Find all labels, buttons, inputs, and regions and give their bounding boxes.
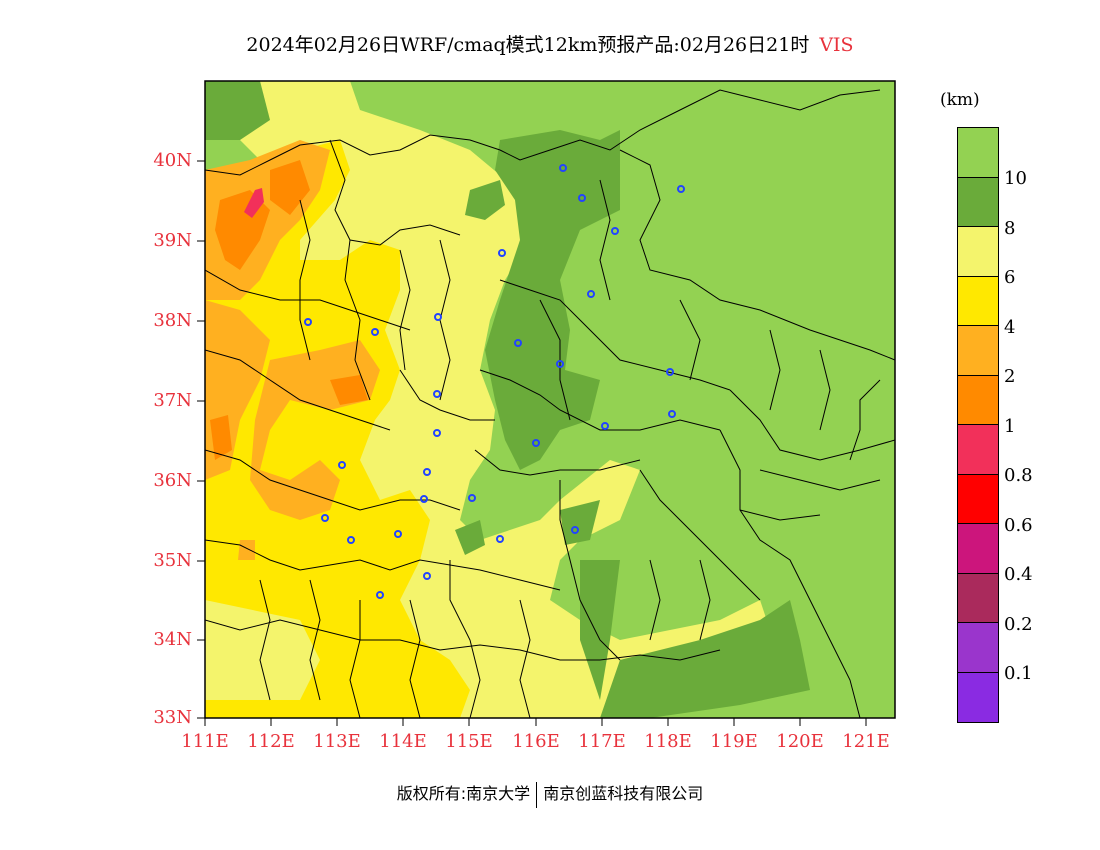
circle-station-icon (666, 368, 674, 376)
circle-station-icon (394, 530, 402, 538)
colorbar-unit: (km) (940, 90, 980, 110)
circle-station-icon (347, 536, 355, 544)
lon-label: 117E (578, 731, 626, 752)
colorbar-label: 2 (1004, 366, 1016, 387)
field-8-10 (205, 81, 270, 140)
circle-station-icon (304, 318, 312, 326)
field-2-4 (238, 540, 255, 560)
footer-divider (536, 781, 538, 808)
lat-label: 38N (153, 310, 192, 331)
colorbar-label: 0.4 (1004, 564, 1033, 585)
colorbar (957, 127, 999, 723)
field-1-2 (210, 415, 232, 460)
circle-station-icon (571, 526, 579, 534)
lon-label: 115E (445, 731, 493, 752)
field-0.8-1 (244, 188, 264, 218)
circle-station-icon (496, 535, 504, 543)
lat-label: 36N (153, 470, 192, 491)
colorbar-label: 8 (1004, 218, 1016, 239)
colorbar-label: 0.2 (1004, 614, 1033, 635)
lon-label: 112E (247, 731, 295, 752)
colorbar-swatch (958, 425, 998, 475)
title-variable: VIS (819, 34, 854, 56)
circle-station-icon (321, 514, 329, 522)
circle-station-icon (601, 422, 609, 430)
circle-station-icon (433, 429, 441, 437)
circle-station-icon (423, 572, 431, 580)
admin-boundaries (205, 89, 895, 718)
circle-station-icon (587, 290, 595, 298)
lon-label: 119E (710, 731, 758, 752)
circle-station-icon (559, 164, 567, 172)
colorbar-label: 0.1 (1004, 663, 1033, 684)
company-text: 南京创蓝科技有限公司 (543, 784, 704, 803)
lon-label: 116E (512, 731, 560, 752)
circle-station-icon (578, 194, 586, 202)
colorbar-swatch (958, 375, 998, 425)
footer: 版权所有:南京大学 南京创蓝科技有限公司 (0, 780, 1100, 808)
station-markers (304, 164, 685, 599)
field-8-10 (600, 600, 810, 718)
lat-label: 35N (153, 550, 192, 571)
colorbar-swatch (958, 623, 998, 673)
circle-station-icon (338, 461, 346, 469)
circle-station-icon (371, 328, 379, 336)
lat-label: 37N (153, 390, 192, 411)
lat-label: 34N (153, 629, 192, 650)
circle-station-icon (376, 591, 384, 599)
lat-label: 33N (153, 707, 192, 728)
colorbar-swatch (958, 672, 998, 722)
circle-station-icon (468, 494, 476, 502)
field-8-10 (485, 130, 620, 470)
colorbar-swatch (958, 227, 998, 277)
colorbar-swatch (958, 128, 998, 178)
chart-title: 2024年02月26日WRF/cmaq模式12km预报产品:02月26日21时 V… (0, 30, 1100, 57)
colorbar-swatch (958, 474, 998, 524)
title-main: 2024年02月26日WRF/cmaq模式12km预报产品:02月26日21时 (246, 34, 810, 56)
circle-station-icon (420, 495, 428, 503)
lon-label: 120E (776, 731, 824, 752)
colorbar-label: 0.8 (1004, 465, 1033, 486)
colorbar-label: 10 (1004, 168, 1027, 189)
lat-label: 39N (153, 230, 192, 251)
circle-station-icon (434, 313, 442, 321)
circle-station-icon (677, 185, 685, 193)
colorbar-swatch (958, 177, 998, 227)
colorbar-swatch (958, 524, 998, 574)
lon-label: 114E (379, 731, 427, 752)
field-1-2 (330, 375, 368, 405)
colorbar-label: 4 (1004, 317, 1016, 338)
lon-label: 121E (842, 731, 890, 752)
lat-label: 40N (153, 150, 192, 171)
circle-station-icon (423, 468, 431, 476)
field-8-10 (465, 180, 505, 220)
circle-station-icon (498, 249, 506, 257)
copyright-text: 版权所有:南京大学 (396, 784, 531, 803)
visibility-field (205, 81, 895, 718)
circle-station-icon (556, 360, 564, 368)
field-4-6 (205, 140, 470, 718)
circle-station-icon (532, 439, 540, 447)
circle-station-icon (433, 390, 441, 398)
map-frame (204, 80, 896, 719)
colorbar-label: 6 (1004, 267, 1016, 288)
field-8-10 (560, 500, 600, 545)
axis-ticks (197, 160, 867, 726)
colorbar-label: 1 (1004, 416, 1016, 437)
lon-label: 113E (313, 731, 361, 752)
field-8-10 (580, 560, 620, 700)
circle-station-icon (514, 339, 522, 347)
lon-label: 118E (644, 731, 692, 752)
circle-station-icon (611, 227, 619, 235)
lon-label: 111E (181, 731, 229, 752)
colorbar-label: 0.6 (1004, 515, 1033, 536)
colorbar-swatch (958, 573, 998, 623)
colorbar-swatch (958, 276, 998, 326)
circle-station-icon (668, 410, 676, 418)
colorbar-swatch (958, 326, 998, 376)
field-8-10 (455, 520, 485, 555)
